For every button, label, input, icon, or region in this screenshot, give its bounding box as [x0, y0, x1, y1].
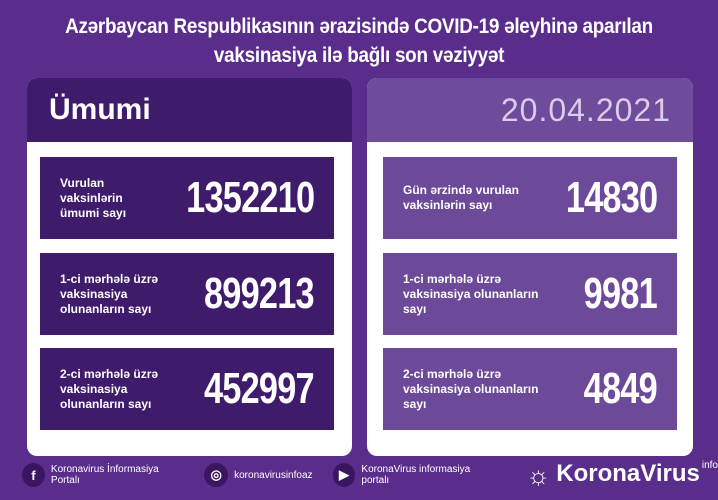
instagram-icon: ◎ [204, 463, 229, 487]
total-header: Ümumi [27, 78, 352, 142]
facebook-link[interactable]: f Koronavirus İnformasiya Portalı [22, 463, 184, 487]
stat-card: 1-ci mərhələ üzrə vaksinasiya olunanları… [383, 253, 677, 335]
virus-icon: ☼ [526, 459, 551, 490]
stat-card: 1-ci mərhələ üzrə vaksinasiya olunanları… [40, 253, 334, 335]
footer: f Koronavirus İnformasiya Portalı ◎ korona… [0, 460, 718, 490]
facebook-icon: f [22, 463, 45, 487]
stat-card: 2-ci mərhələ üzrə vaksinasiya olunanları… [383, 348, 677, 430]
stat-card: Vurulan vaksinlərin ümumi sayı 1352210 [40, 157, 334, 239]
date-header: 20.04.2021 [367, 78, 693, 142]
youtube-icon: ▶ [332, 463, 356, 487]
daily-panel: 20.04.2021 Gün ərzində vurulan vaksinlər… [367, 78, 693, 456]
instagram-link[interactable]: ◎ koronavirusinfoaz [204, 463, 313, 487]
youtube-link[interactable]: ▶ KoronaVirus informasiya portalı [332, 463, 495, 487]
brand-logo: ☼ KoronaVirus info [526, 459, 718, 490]
total-panel: Ümumi Vurulan vaksinlərin ümumi sayı 1352… [27, 78, 352, 456]
page-title: Azərbaycan Respublikasının ərazisində CO… [65, 15, 653, 67]
stat-card: 2-ci mərhələ üzrə vaksinasiya olunanları… [40, 348, 334, 430]
stat-card: Gün ərzində vurulan vaksinlərin sayı 1483… [383, 157, 677, 239]
